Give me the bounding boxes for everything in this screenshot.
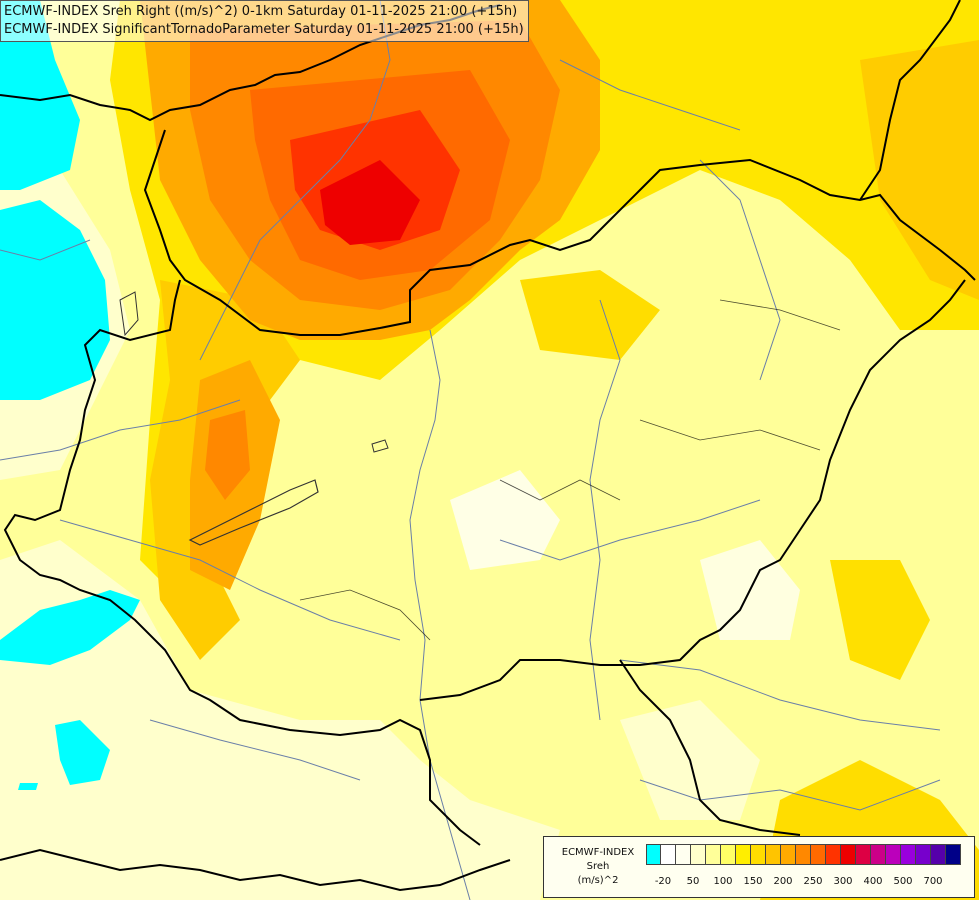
legend-swatch <box>721 844 736 865</box>
legend-swatch <box>841 844 856 865</box>
legend-swatch <box>946 844 961 865</box>
legend-swatch <box>796 844 811 865</box>
legend-ticks: -20 50 100 150 200 250 300 400 500 700 <box>646 876 970 890</box>
legend-swatch <box>856 844 871 865</box>
legend-tick-label: 300 <box>833 876 853 887</box>
legend-tick-label: 100 <box>713 876 733 887</box>
legend-swatch <box>781 844 796 865</box>
legend-tick-label: 150 <box>743 876 763 887</box>
legend-tick-label: 400 <box>863 876 883 887</box>
legend-swatch <box>706 844 721 865</box>
legend-swatch <box>661 844 676 865</box>
field-negative-values <box>0 0 140 790</box>
legend-swatch <box>676 844 691 865</box>
legend-swatch <box>901 844 916 865</box>
legend-swatches <box>646 844 961 865</box>
legend-title: ECMWF-INDEX Sreh (m/s)^2 <box>550 846 646 888</box>
legend-title-unit: (m/s)^2 <box>577 875 619 886</box>
legend-swatch <box>871 844 886 865</box>
legend-swatch <box>886 844 901 865</box>
map-title-sreh: ECMWF-INDEX Sreh Right ((m/s)^2) 0-1km S… <box>4 4 518 19</box>
legend-swatch <box>766 844 781 865</box>
map-title-stp: ECMWF-INDEX SignificantTornadoParameter … <box>4 22 524 37</box>
color-legend: ECMWF-INDEX Sreh (m/s)^2 -20 50 100 150 200 2… <box>543 836 975 898</box>
coast-island-outline <box>119 291 139 337</box>
legend-title-model: ECMWF-INDEX <box>561 847 635 858</box>
legend-swatch <box>646 844 661 865</box>
legend-tick-label: 50 <box>686 876 700 887</box>
legend-tick-label: 200 <box>773 876 793 887</box>
legend-swatch <box>811 844 826 865</box>
legend-tick-label: 250 <box>803 876 823 887</box>
legend-swatch <box>826 844 841 865</box>
small-lake-outline <box>371 439 389 453</box>
legend-tick-label: 700 <box>923 876 943 887</box>
lake-outline <box>188 479 319 546</box>
legend-swatch <box>916 844 931 865</box>
legend-swatch <box>751 844 766 865</box>
legend-swatch <box>931 844 946 865</box>
legend-title-param: Sreh <box>586 861 610 872</box>
legend-tick-label: 500 <box>893 876 913 887</box>
legend-swatch <box>736 844 751 865</box>
rivers <box>0 0 941 900</box>
legend-tick-label: -20 <box>654 876 672 887</box>
map-title-box: ECMWF-INDEX Sreh Right ((m/s)^2) 0-1km S… <box>0 0 529 42</box>
regional-borders <box>299 299 841 641</box>
legend-swatch <box>691 844 706 865</box>
